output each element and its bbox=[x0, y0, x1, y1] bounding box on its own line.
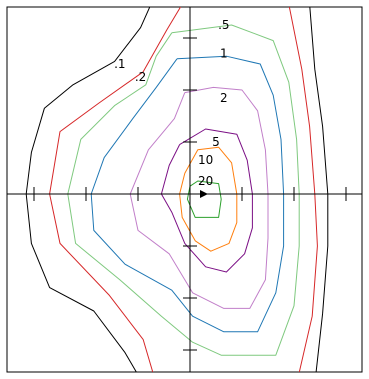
contour-level-0p5 bbox=[67, 24, 300, 356]
contour-level-0p1 bbox=[25, 7, 329, 372]
contour-level-2 bbox=[129, 86, 269, 309]
contour-label: 10 bbox=[198, 153, 213, 167]
contour-level-1 bbox=[90, 55, 285, 333]
contour-label: 1 bbox=[220, 47, 228, 61]
contour-level-0p2 bbox=[49, 7, 318, 372]
contour-label: .5 bbox=[218, 18, 229, 32]
contour-label: 2 bbox=[220, 91, 228, 105]
plot-frame bbox=[6, 6, 363, 373]
axes bbox=[7, 7, 362, 372]
contour-labels: .1 .2 .5 1 2 5 10 20 bbox=[114, 18, 229, 188]
contour-label: .2 bbox=[135, 70, 146, 84]
contour-label: 5 bbox=[212, 135, 220, 149]
contour-lines bbox=[25, 7, 329, 372]
contour-level-20 bbox=[186, 180, 222, 218]
plot-border bbox=[6, 6, 363, 373]
contour-level-5 bbox=[160, 128, 253, 273]
contour-level-10 bbox=[179, 146, 238, 252]
center-marker-icon bbox=[200, 190, 208, 198]
contour-label: .1 bbox=[114, 57, 125, 71]
contour-label: 20 bbox=[198, 174, 213, 188]
